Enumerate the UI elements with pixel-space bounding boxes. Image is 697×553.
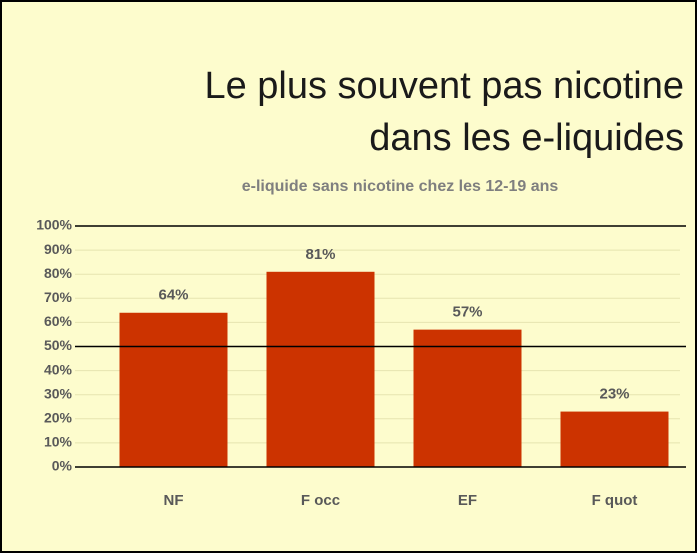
bar <box>266 271 375 467</box>
y-tick-label: 70% <box>44 289 73 305</box>
title-line: Le plus souvent pas nicotine <box>204 65 684 107</box>
value-label: 64% <box>158 287 188 304</box>
x-tick-label: F quot <box>592 492 638 509</box>
y-tick-label: 20% <box>44 410 73 426</box>
y-tick-label: 0% <box>52 458 73 474</box>
x-tick-label: EF <box>458 492 477 509</box>
bar <box>413 329 522 467</box>
x-tick-label: F occ <box>301 492 340 509</box>
y-tick-label: 50% <box>44 337 73 353</box>
value-label: 57% <box>452 304 482 321</box>
y-tick-label: 30% <box>44 385 73 401</box>
value-label: 23% <box>599 386 629 403</box>
y-tick-label: 40% <box>44 361 73 377</box>
x-tick-label: NF <box>164 492 184 509</box>
bar <box>119 312 228 467</box>
y-tick-label: 90% <box>44 241 73 257</box>
y-tick-label: 10% <box>44 434 73 450</box>
y-tick-label: 60% <box>44 313 73 329</box>
y-tick-label: 100% <box>36 217 72 233</box>
chart-subtitle: e-liquide sans nicotine chez les 12-19 a… <box>242 178 559 195</box>
value-label: 81% <box>305 246 335 263</box>
y-tick-label: 80% <box>44 265 73 281</box>
bar <box>560 411 669 467</box>
title-line: dans les e-liquides <box>369 117 684 159</box>
